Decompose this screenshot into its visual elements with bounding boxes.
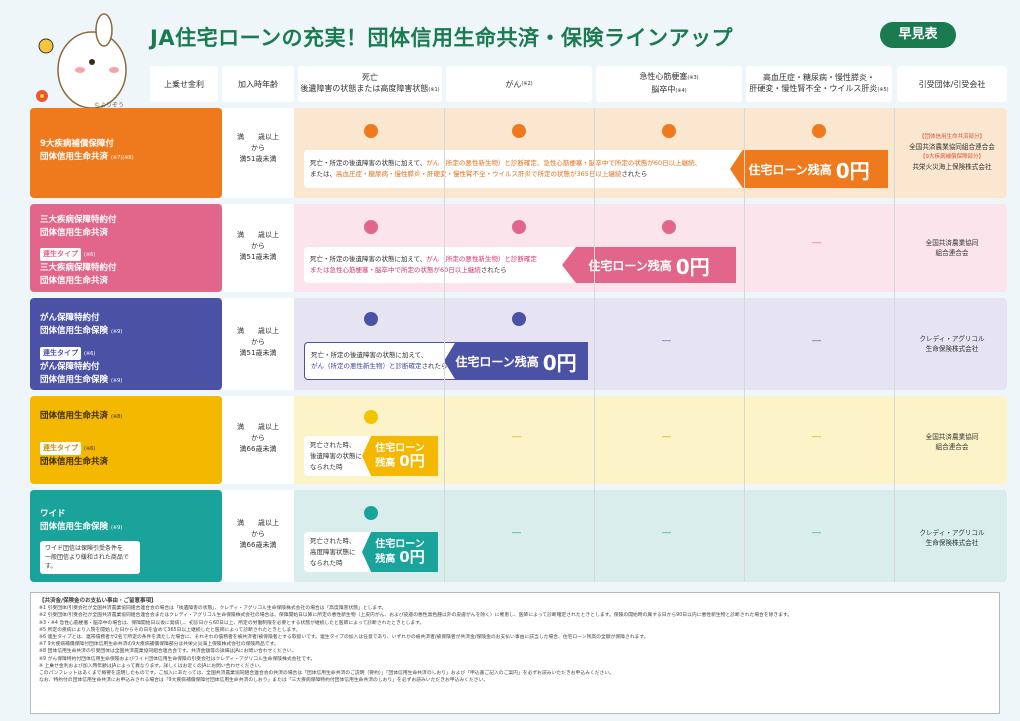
- row4-insurer: 全国共済農業協同 組合連合会: [925, 433, 979, 451]
- row3-chronic-dash: ―: [812, 336, 821, 346]
- row3-zero-balance-banner: 住宅ローン残高 0円: [444, 342, 588, 380]
- row3-callout: 死亡・所定の後遺障害の状態に加えて、 がん（所定の悪性新生物）と診断確定されたら: [304, 342, 464, 380]
- page-title: JA住宅ローンの充実！団体信用生命共済・保険ラインアップ: [150, 26, 734, 50]
- footnote: ※2 引受団体/引受会社が全国共済農業協同組合連合会またはクレディ・アグリコル生…: [39, 613, 793, 619]
- row1-callout: 死亡・所定の後遺障害の状態に加えて、がん（所定の悪性新生物）と診断確定、急性心筋…: [304, 150, 794, 188]
- footnote: このパンフレットはあくまで概要を説明したものです。ご加入にあたっては、全国共済農…: [39, 671, 614, 677]
- row-9-diseases-label-bg: [30, 108, 222, 198]
- row1-age-cell: [222, 108, 294, 198]
- row1-age: 満 歳以上 から 満51歳未満: [237, 133, 279, 163]
- footnote: ※8 団体信用生命共済の引受団体は全国共済農業協同組合連合会です。共済金額等の詳…: [39, 649, 297, 655]
- row2-age: 満 歳以上 から 満51歳未満: [237, 231, 279, 261]
- row1-insurer: 【団体信用生命共済部分】 全国共済農業協同組合連合会 【9大疾病補償保障部分】 …: [909, 134, 995, 171]
- row3-death-dot: [364, 312, 378, 326]
- row-9-diseases-label: 9大疾病補償保障付 団体信用生命共済 (※7)(※8): [40, 139, 134, 162]
- footnotes-box: 【共済金/保険金のお支払い事由・ご留意事項】 ※1 引受団体/引受会社が全国共済…: [30, 592, 1000, 714]
- row4-age-cell: [222, 396, 294, 484]
- row-3-diseases-label: 三大疾病保障特約付 団体信用生命共済 連生タイプ (※6) 三大疾病保障特約付 団…: [40, 215, 117, 286]
- footnote: なお、特約付の団体信用生命共済にお申込みされる場合は「9大疾病補償保障付団体信用…: [39, 678, 489, 684]
- row5-age-cell: [222, 490, 294, 582]
- row5-age: 満 歳以上 から 満66歳未満: [237, 519, 279, 549]
- column-cancer: がん (※2): [446, 66, 592, 102]
- column-heart-stroke: 急性心筋梗塞(※3) 脳卒中(※4): [596, 66, 742, 102]
- row3-age-cell: [222, 298, 294, 390]
- row5-insurer: クレディ・アグリコル 生命保険株式会社: [919, 529, 985, 547]
- column-death: 死亡 後遺障害の状態または高度障害状態(※1): [298, 66, 442, 102]
- row4-heart-dash: ―: [662, 432, 671, 442]
- row5-zero-balance-banner: 住宅ローン 残高 0円: [362, 532, 438, 572]
- row2-age-cell: [222, 204, 294, 292]
- mascot-illustration: [36, 13, 127, 109]
- quick-reference-badge: 早見表: [880, 22, 956, 48]
- row4-zero-balance-banner: 住宅ローン 残高 0円: [362, 436, 438, 476]
- row1-cancer-dot: [512, 124, 526, 138]
- column-divider: [894, 108, 895, 582]
- row-cancer-label-bg: [30, 298, 222, 390]
- row2-cancer-dot: [512, 220, 526, 234]
- row5-cancer-dash: ―: [512, 528, 521, 538]
- row4-cancer-dash: ―: [512, 432, 521, 442]
- footnote: ※7 9大疾病補償保障付団体信用生命共済の9大疾病補償保障部分は共栄火災海上保険…: [39, 642, 279, 648]
- row3-insurer: クレディ・アグリコル 生命保険株式会社: [919, 335, 985, 353]
- row-group-credit-label: 団体信用生命共済 (※8) 連生タイプ (※6) 団体信用生命共済: [40, 411, 123, 467]
- row-group-credit-label-bg: [30, 396, 222, 484]
- column-insurer: 引受団体/引受会社: [897, 66, 1007, 102]
- footnote: ※3・※4 急性心筋梗塞・脳卒中の場合は、保障開始日以後に発病し、初診日から60…: [39, 620, 425, 626]
- row2-zero-balance-banner: 住宅ローン残高 0円: [562, 247, 736, 283]
- row1-heart-dot: [662, 124, 676, 138]
- row5-chronic-dash: ―: [812, 528, 821, 538]
- row4-age: 満 歳以上 から 満66歳未満: [237, 423, 279, 453]
- footnote: ※9 がん保障特約付団体信用生命保険およびワイド団体信用生命保険の引受会社はクレ…: [39, 656, 316, 662]
- row2-callout: 死亡・所定の後遺障害の状態に加えて、がん（所定の悪性新生物）と診断確定 または急…: [304, 247, 604, 283]
- row2-heart-dot: [662, 220, 676, 234]
- row-cancer-label: がん保障特約付 団体信用生命保険 (※9) 連生タイプ (※6) がん保障特約付 …: [40, 313, 123, 385]
- row1-zero-balance-banner: 住宅ローン残高 0円: [730, 150, 888, 188]
- row5-death-dot: [364, 506, 378, 520]
- row5-heart-dash: ―: [662, 528, 671, 538]
- mascot-caption: ©よりぞう: [94, 102, 124, 109]
- row2-insurer: 全国共済農業協同 組合連合会: [925, 239, 979, 257]
- row3-heart-dash: ―: [662, 336, 671, 346]
- row3-age: 満 歳以上 から 満51歳未満: [237, 327, 279, 357]
- footnote: ※5 所定の疾病により入院を開始した日からその日を含めて365日以上継続したと医…: [39, 627, 301, 633]
- row4-chronic-dash: ―: [812, 432, 821, 442]
- row4-death-dot: [364, 410, 378, 424]
- footnote: ※ 上乗せ金利および加入時年齢はJAによって異なります。詳しくはお近くのJAにお…: [39, 663, 264, 669]
- column-divider: [744, 108, 745, 582]
- row-wide-label: ワイド 団体信用生命保険 (※9) ワイド団信は保険引受条件を 一般団信より緩和さ…: [30, 500, 222, 582]
- column-chronic-diseases: 高血圧症・糖尿病・慢性膵炎・ 肝硬変・慢性腎不全・ウイルス肝炎(※5): [746, 66, 892, 102]
- row2-death-dot: [364, 220, 378, 234]
- footnotes-title: 【共済金/保険金のお支払い事由・ご留意事項】: [39, 598, 157, 604]
- row2-chronic-dash: ―: [812, 238, 821, 248]
- row3-cancer-dot: [512, 312, 526, 326]
- footnote: ※1 引受団体/引受会社が全国共済農業協同組合連合会の場合は「後遺障害の状態」、…: [39, 606, 387, 612]
- column-divider: [444, 108, 445, 582]
- column-age: 加入時年齢: [222, 66, 294, 102]
- footnote: ※6 連生タイプとは、連帯債務者が2名で所定の条件を満たした場合に、それぞれの債…: [39, 635, 649, 641]
- row1-chronic-dot: [812, 124, 826, 138]
- column-divider: [594, 108, 595, 582]
- column-rate: 上乗せ金利: [150, 66, 218, 102]
- row1-death-dot: [364, 124, 378, 138]
